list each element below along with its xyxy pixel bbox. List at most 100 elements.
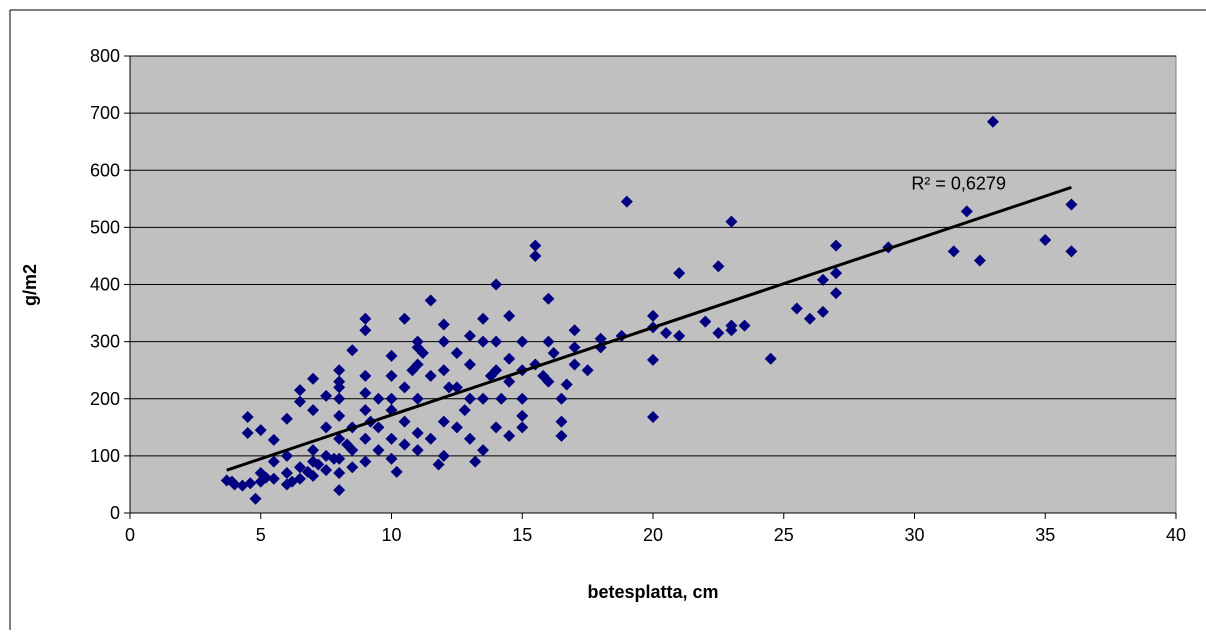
- point: [320, 389, 333, 402]
- point: [385, 432, 398, 445]
- point: [327, 452, 340, 465]
- point: [450, 381, 463, 394]
- point: [293, 461, 306, 474]
- point: [333, 432, 346, 445]
- point: [560, 378, 573, 391]
- point: [673, 329, 686, 342]
- point: [398, 415, 411, 428]
- point: [490, 421, 503, 434]
- point: [259, 471, 272, 484]
- point: [398, 312, 411, 325]
- point: [385, 392, 398, 405]
- point: [503, 375, 516, 388]
- point: [458, 404, 471, 417]
- point: [463, 392, 476, 405]
- point: [947, 245, 960, 258]
- point: [450, 421, 463, 434]
- point: [312, 458, 325, 471]
- point: [280, 467, 293, 480]
- point: [555, 392, 568, 405]
- point: [241, 411, 254, 424]
- point: [333, 392, 346, 405]
- point: [411, 392, 424, 405]
- point: [537, 369, 550, 382]
- point: [280, 449, 293, 462]
- point: [333, 467, 346, 480]
- point: [529, 249, 542, 262]
- point: [568, 324, 581, 337]
- point: [986, 115, 999, 128]
- point: [333, 409, 346, 422]
- point: [241, 427, 254, 440]
- x-tick-label: 20: [643, 525, 663, 545]
- point: [359, 404, 372, 417]
- point: [225, 475, 238, 488]
- point: [1065, 245, 1078, 258]
- point: [660, 327, 673, 340]
- point: [542, 292, 555, 305]
- x-tick-label: 5: [256, 525, 266, 545]
- point: [699, 315, 712, 328]
- point: [249, 492, 262, 505]
- point: [432, 458, 445, 471]
- point: [555, 429, 568, 442]
- point: [450, 347, 463, 360]
- point: [341, 438, 354, 451]
- point: [280, 412, 293, 425]
- point: [516, 421, 529, 434]
- point: [398, 438, 411, 451]
- point: [333, 484, 346, 497]
- point: [712, 260, 725, 273]
- point: [803, 312, 816, 325]
- point: [503, 309, 516, 322]
- point: [411, 427, 424, 440]
- trendline-label: R² = 0,6279: [911, 173, 1006, 193]
- point: [542, 335, 555, 348]
- point: [547, 347, 560, 360]
- x-axis-label: betesplatta, cm: [587, 582, 718, 602]
- point: [307, 372, 320, 385]
- point: [516, 409, 529, 422]
- point: [477, 392, 490, 405]
- point: [673, 267, 686, 280]
- point: [372, 392, 385, 405]
- y-tick-label: 600: [90, 160, 120, 180]
- point: [320, 464, 333, 477]
- point: [411, 341, 424, 354]
- point: [830, 267, 843, 280]
- x-tick-label: 35: [1035, 525, 1055, 545]
- point: [594, 332, 607, 345]
- y-tick-label: 800: [90, 46, 120, 66]
- point: [307, 404, 320, 417]
- point: [960, 205, 973, 218]
- point: [385, 369, 398, 382]
- point: [359, 455, 372, 468]
- point: [764, 352, 777, 365]
- point: [816, 305, 829, 318]
- point: [477, 312, 490, 325]
- point: [307, 444, 320, 457]
- x-tick-label: 10: [381, 525, 401, 545]
- point: [437, 335, 450, 348]
- point: [516, 392, 529, 405]
- point: [1065, 198, 1078, 211]
- point: [463, 329, 476, 342]
- point: [516, 335, 529, 348]
- point: [581, 364, 594, 377]
- point: [503, 352, 516, 365]
- point: [495, 392, 508, 405]
- point: [830, 239, 843, 252]
- point: [359, 324, 372, 337]
- point: [267, 433, 280, 446]
- x-tick-label: 40: [1166, 525, 1186, 545]
- point: [346, 344, 359, 357]
- point: [372, 444, 385, 457]
- point: [372, 421, 385, 434]
- point: [424, 432, 437, 445]
- point: [463, 432, 476, 445]
- point: [568, 341, 581, 354]
- point: [568, 358, 581, 371]
- point: [293, 384, 306, 397]
- point: [359, 432, 372, 445]
